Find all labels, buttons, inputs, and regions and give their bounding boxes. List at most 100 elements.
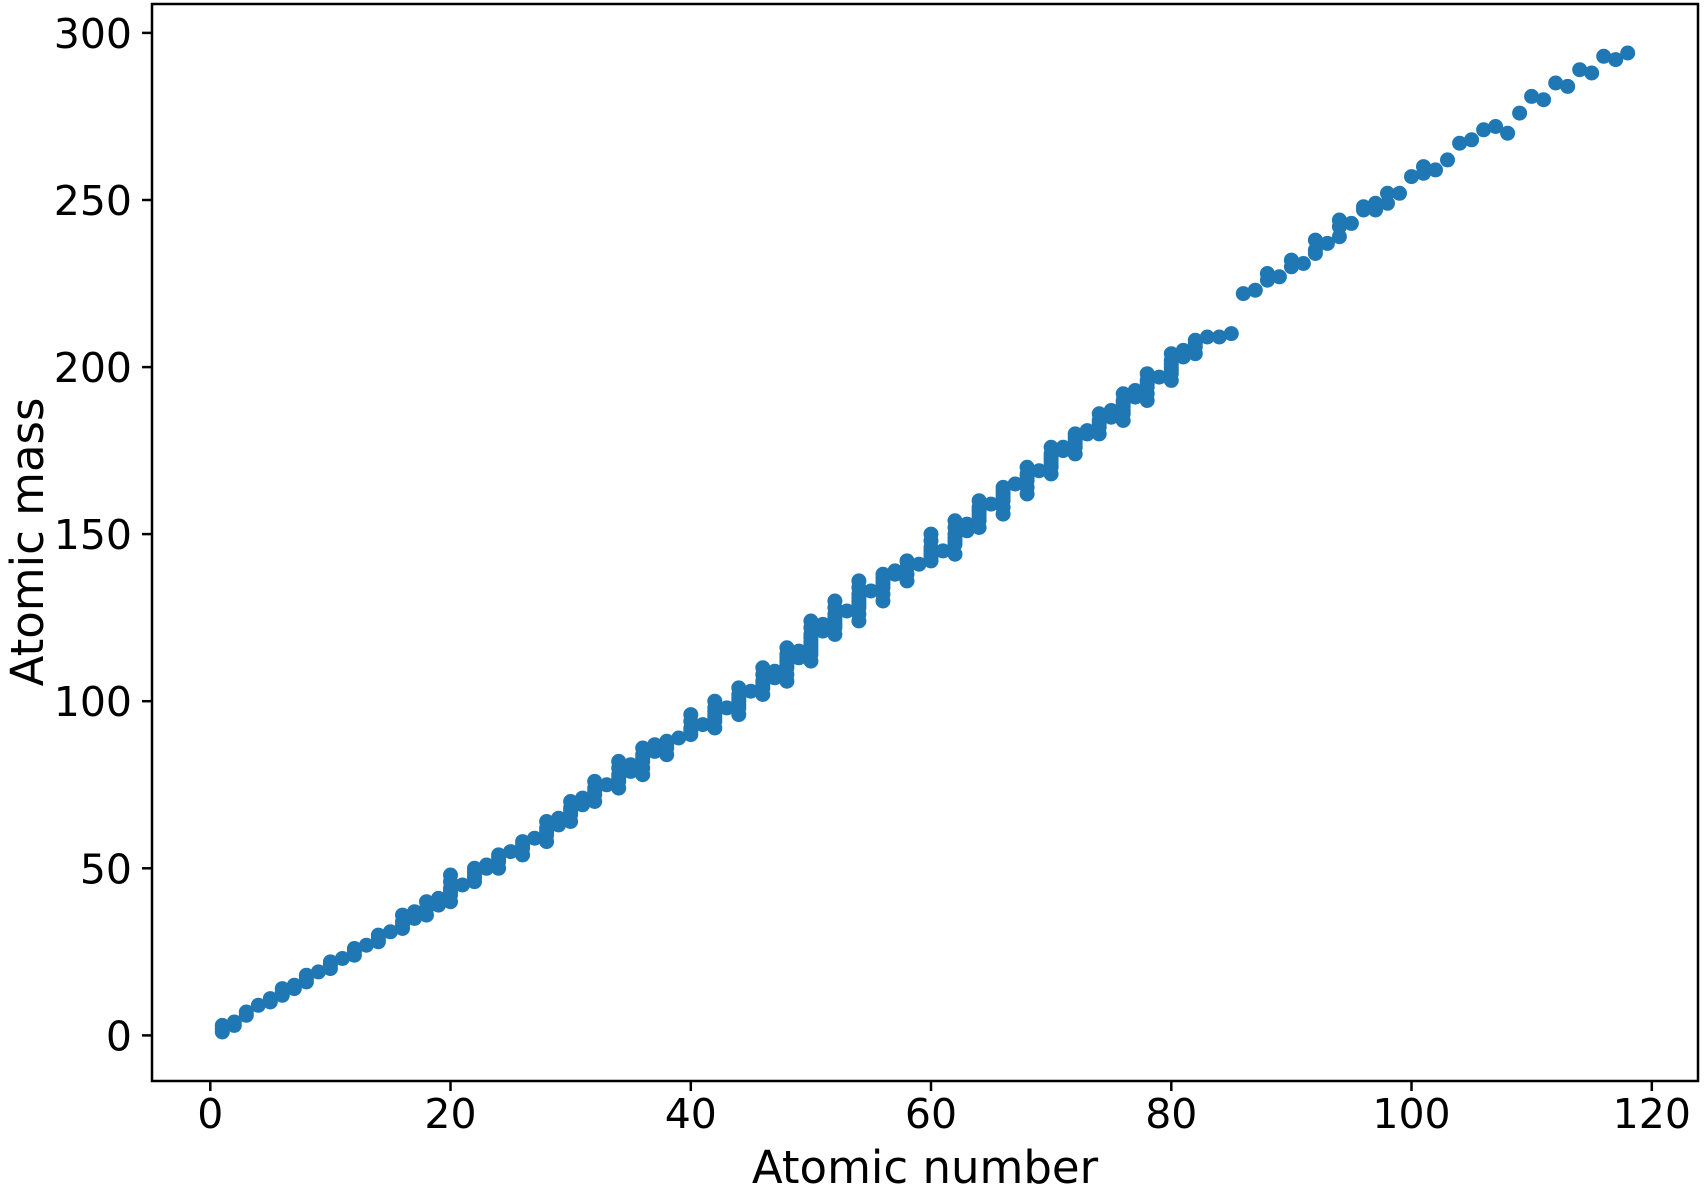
- data-point: [1476, 122, 1492, 138]
- data-point: [1368, 195, 1383, 211]
- data-point: [250, 997, 266, 1013]
- data-point: [635, 740, 651, 756]
- y-tick-label: 0: [106, 1012, 132, 1060]
- data-point: [791, 643, 807, 659]
- data-point: [443, 867, 458, 883]
- data-point: [1536, 92, 1552, 108]
- data-point: [755, 660, 771, 676]
- data-point: [1079, 423, 1095, 439]
- data-point: [767, 663, 783, 679]
- data-point: [1404, 169, 1419, 185]
- data-point: [503, 844, 519, 860]
- data-point: [911, 556, 927, 572]
- y-tick-label: 250: [54, 177, 132, 225]
- data-point: [298, 967, 314, 983]
- data-point: [743, 683, 759, 699]
- data-point: [995, 479, 1011, 495]
- data-point: [310, 964, 326, 980]
- data-point: [707, 693, 723, 709]
- data-point: [395, 907, 410, 923]
- data-point: [587, 773, 603, 789]
- y-tick-label: 50: [80, 845, 132, 893]
- data-point: [1091, 406, 1107, 422]
- data-point: [839, 603, 855, 619]
- data-point: [599, 777, 615, 793]
- data-point: [935, 543, 951, 559]
- data-point: [1211, 329, 1227, 345]
- data-point: [1392, 185, 1407, 201]
- data-point: [527, 830, 543, 846]
- x-axis-label: Atomic number: [752, 1141, 1099, 1186]
- data-point: [1271, 269, 1287, 285]
- data-point: [659, 733, 675, 749]
- data-point: [1103, 403, 1119, 418]
- data-point: [647, 737, 663, 753]
- data-point: [1199, 329, 1215, 345]
- data-point: [322, 954, 338, 970]
- data-point: [1223, 326, 1239, 342]
- data-point: [431, 890, 446, 906]
- data-point: [1356, 199, 1371, 215]
- data-point: [887, 563, 903, 579]
- data-point: [1524, 88, 1540, 104]
- data-point: [1067, 426, 1083, 442]
- y-axis-label: Atomic mass: [1, 398, 54, 687]
- data-point: [947, 513, 963, 529]
- data-point: [214, 1017, 230, 1033]
- data-point: [1295, 256, 1311, 271]
- data-point: [923, 526, 939, 542]
- data-point: [382, 924, 398, 940]
- data-point: [346, 941, 362, 956]
- data-point: [1043, 439, 1059, 455]
- data-point: [671, 730, 687, 746]
- data-point: [334, 951, 350, 966]
- data-points-group: [214, 45, 1636, 1040]
- data-point: [1488, 119, 1504, 134]
- data-point: [238, 1004, 254, 1020]
- data-point: [358, 937, 374, 953]
- data-point: [539, 814, 555, 829]
- data-point: [1584, 65, 1600, 81]
- data-point: [1452, 135, 1468, 151]
- data-point: [1572, 62, 1588, 78]
- data-point: [226, 1014, 242, 1030]
- y-tick-label: 300: [54, 10, 132, 58]
- data-point: [1343, 215, 1359, 231]
- data-point: [262, 991, 278, 1007]
- data-point: [515, 834, 531, 850]
- x-tick-label: 0: [197, 1090, 223, 1138]
- data-point: [1500, 125, 1516, 141]
- data-point: [563, 794, 579, 809]
- data-point: [419, 894, 434, 910]
- y-tick-label: 100: [54, 678, 132, 726]
- data-point: [971, 493, 987, 509]
- data-point: [575, 790, 591, 806]
- data-point: [1307, 232, 1323, 248]
- data-point: [491, 847, 507, 863]
- axes-spines: [150, 2, 1700, 1083]
- data-point: [1019, 459, 1035, 475]
- data-point: [407, 904, 422, 920]
- data-point: [1608, 52, 1624, 68]
- data-point: [623, 757, 639, 773]
- data-point: [827, 593, 843, 609]
- data-point: [1380, 185, 1395, 201]
- data-point: [1031, 463, 1047, 479]
- data-point: [551, 810, 567, 826]
- data-point: [1163, 346, 1179, 362]
- data-point: [983, 496, 999, 512]
- data-point: [1560, 78, 1576, 94]
- data-point: [695, 717, 711, 733]
- data-point: [959, 516, 975, 532]
- data-point: [1596, 48, 1612, 64]
- data-point: [731, 680, 747, 696]
- data-point: [1620, 45, 1636, 61]
- x-tick-label: 80: [1145, 1090, 1197, 1138]
- data-point: [467, 860, 482, 876]
- data-point: [1127, 383, 1143, 398]
- data-point: [779, 640, 795, 656]
- data-point: [1235, 286, 1251, 302]
- data-point: [1319, 235, 1335, 251]
